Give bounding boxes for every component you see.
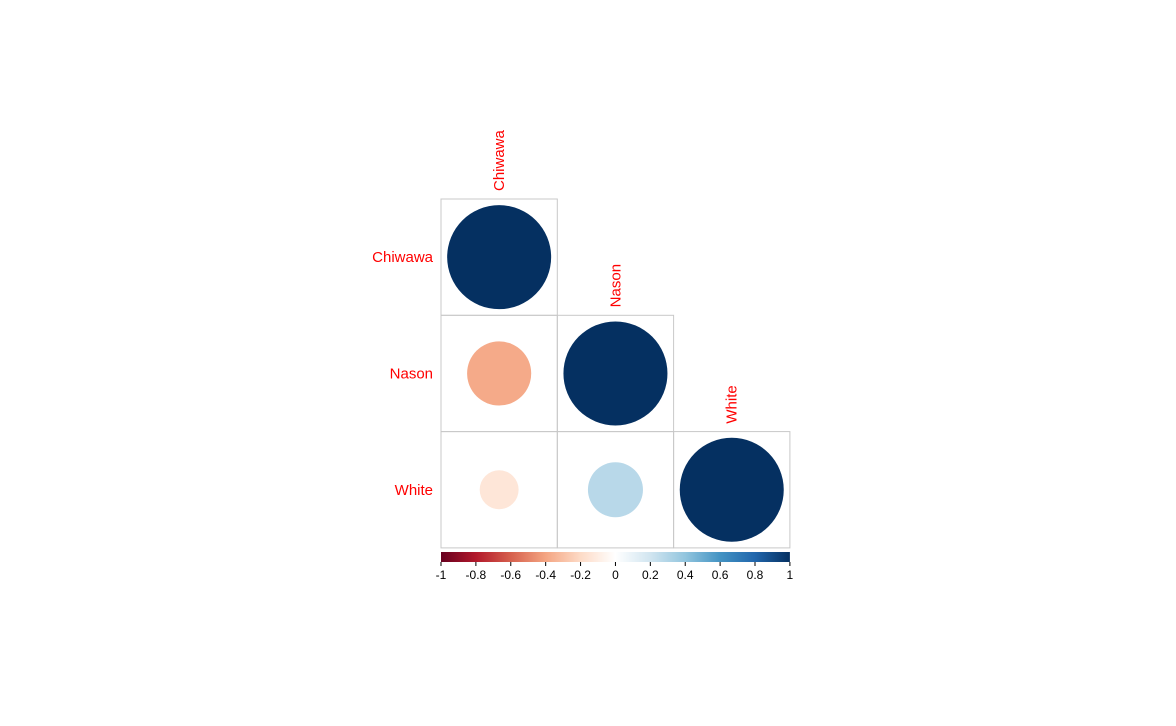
correlation-circle-white-nason <box>587 462 643 518</box>
row-label-white: White <box>395 482 433 499</box>
colorbar-tick-label: 0.2 <box>642 568 659 582</box>
correlation-circle-white-chiwawa <box>479 470 519 510</box>
colorbar-tick-label: 0 <box>612 568 619 582</box>
row-label-nason: Nason <box>390 365 433 382</box>
colorbar-tick-label: 1 <box>787 568 794 582</box>
row-label-chiwawa: Chiwawa <box>372 249 434 266</box>
cell-grid <box>440 198 791 549</box>
correlation-circles <box>447 205 784 542</box>
colorbar-tick-label: -0.4 <box>535 568 556 582</box>
column-label-nason: Nason <box>607 264 624 307</box>
colorbar-gradient <box>441 552 790 562</box>
colorbar-tick-label: 0.8 <box>747 568 764 582</box>
correlation-circle-nason-nason <box>563 321 668 426</box>
correlation-circle-white-white <box>679 437 784 542</box>
variable-labels: Chiwawa Chiwawa Nason Nason White White <box>372 129 741 498</box>
colorbar-tick-label: -0.8 <box>466 568 487 582</box>
cell-white-white <box>673 431 791 549</box>
colorbar-tick-label: -0.6 <box>500 568 521 582</box>
colorbar-tick-label: 0.4 <box>677 568 694 582</box>
column-label-chiwawa: Chiwawa <box>491 129 508 191</box>
colorbar: -1 -0.8 -0.6 -0.4 -0.2 0 0.2 0.4 0.6 0.8 1 <box>436 552 794 582</box>
colorbar-tick-label: -0.2 <box>570 568 591 582</box>
colorbar-tick-label: 0.6 <box>712 568 729 582</box>
correlation-circle-chiwawa-chiwawa <box>447 205 552 310</box>
column-label-white: White <box>724 385 741 423</box>
correlation-circle-nason-chiwawa <box>467 341 532 406</box>
colorbar-tick-label: -1 <box>436 568 447 582</box>
